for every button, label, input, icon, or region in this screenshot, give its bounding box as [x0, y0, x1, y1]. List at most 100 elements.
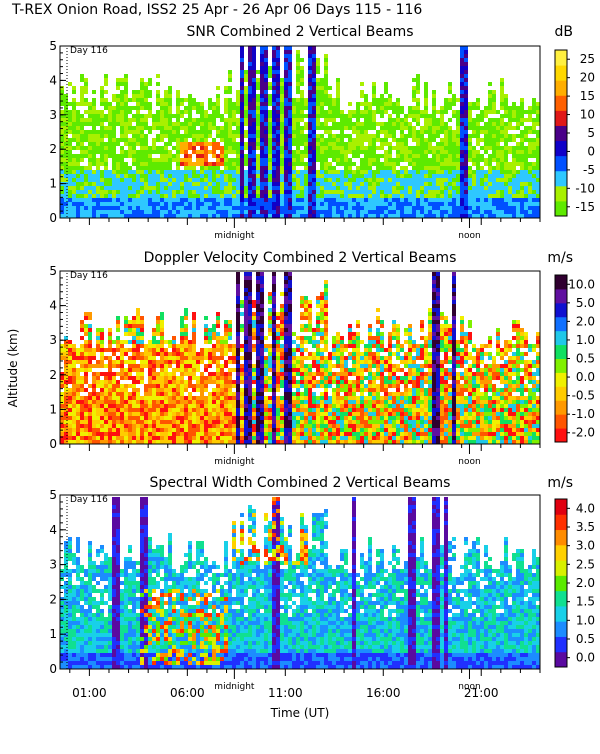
heatmap-cell: [468, 214, 472, 218]
heatmap-cell: [308, 186, 312, 190]
heatmap-cell: [460, 202, 464, 206]
heatmap-cell: [228, 74, 232, 78]
heatmap-cell: [112, 146, 116, 150]
heatmap-cell: [200, 428, 204, 432]
heatmap-cell: [128, 118, 132, 122]
heatmap-cell: [304, 202, 308, 206]
heatmap-cell: [368, 178, 372, 182]
heatmap-cell: [460, 174, 464, 178]
heatmap-cell: [208, 328, 212, 332]
heatmap-cell: [172, 436, 176, 440]
heatmap-cell: [520, 110, 524, 114]
heatmap-cell: [120, 392, 124, 396]
heatmap-cell: [216, 162, 220, 166]
heatmap-cell: [296, 202, 300, 206]
heatmap-cell: [464, 102, 468, 106]
heatmap-cell: [400, 126, 404, 130]
heatmap-cell: [184, 428, 188, 432]
heatmap-cell: [380, 190, 384, 194]
heatmap-cell: [120, 424, 124, 428]
heatmap-cell: [128, 332, 132, 336]
heatmap-cell: [300, 186, 304, 190]
y-tick-label: 4: [49, 73, 57, 87]
heatmap-cell: [200, 206, 204, 210]
heatmap-cell: [220, 206, 224, 210]
heatmap-cell: [324, 90, 328, 94]
heatmap-cell: [240, 408, 244, 412]
heatmap-cell: [176, 408, 180, 412]
heatmap-cell: [456, 174, 460, 178]
heatmap-cell: [92, 428, 96, 432]
heatmap-cell: [252, 78, 256, 82]
heatmap-cell: [324, 166, 328, 170]
heatmap-cell: [212, 114, 216, 118]
heatmap-cell: [396, 178, 400, 182]
heatmap-cell: [272, 162, 276, 166]
heatmap-cell: [108, 428, 112, 432]
heatmap-cell: [216, 106, 220, 110]
heatmap-cell: [136, 372, 140, 376]
heatmap-cell: [432, 94, 436, 98]
heatmap-cell: [508, 202, 512, 206]
heatmap-cell: [80, 416, 84, 420]
heatmap-cell: [192, 432, 196, 436]
heatmap-cell: [168, 440, 172, 444]
heatmap-cell: [488, 198, 492, 202]
heatmap-cell: [180, 400, 184, 404]
heatmap-cell: [372, 170, 376, 174]
heatmap-cell: [92, 206, 96, 210]
heatmap-cell: [96, 214, 100, 218]
heatmap-cell: [240, 376, 244, 380]
heatmap-cell: [296, 118, 300, 122]
heatmap-cell: [92, 150, 96, 154]
heatmap-cell: [368, 134, 372, 138]
heatmap-cell: [296, 58, 300, 62]
heatmap-cell: [368, 198, 372, 202]
heatmap-cell: [112, 206, 116, 210]
heatmap-cell: [444, 134, 448, 138]
heatmap-cell: [452, 170, 456, 174]
heatmap-cell: [100, 356, 104, 360]
heatmap-cell: [252, 50, 256, 54]
heatmap-cell: [144, 392, 148, 396]
heatmap-cell: [312, 114, 316, 118]
heatmap-cell: [260, 142, 264, 146]
heatmap-cell: [332, 126, 336, 130]
heatmap-cell: [244, 182, 248, 186]
heatmap-cell: [196, 154, 200, 158]
heatmap-cell: [240, 70, 244, 74]
heatmap-cell: [452, 158, 456, 162]
heatmap-cell: [164, 202, 168, 206]
heatmap-cell: [412, 202, 416, 206]
heatmap-cell: [132, 420, 136, 424]
heatmap-cell: [160, 424, 164, 428]
heatmap-cell: [400, 130, 404, 134]
heatmap-cell: [116, 316, 120, 320]
heatmap-cell: [168, 210, 172, 214]
heatmap-cell: [264, 74, 268, 78]
heatmap-cell: [156, 360, 160, 364]
heatmap-cell: [76, 102, 80, 106]
heatmap-cell: [424, 86, 428, 90]
heatmap-cell: [168, 178, 172, 182]
heatmap-cell: [80, 368, 84, 372]
heatmap-cell: [128, 436, 132, 440]
heatmap-cell: [512, 178, 516, 182]
heatmap-cell: [220, 432, 224, 436]
heatmap-cell: [192, 372, 196, 376]
heatmap-cell: [324, 178, 328, 182]
heatmap-cell: [452, 182, 456, 186]
heatmap-cell: [228, 210, 232, 214]
heatmap-cell: [244, 194, 248, 198]
heatmap-cell: [104, 182, 108, 186]
heatmap-cell: [264, 130, 268, 134]
heatmap-cell: [204, 412, 208, 416]
heatmap-cell: [80, 166, 84, 170]
heatmap-cell: [232, 424, 236, 428]
heatmap-cell: [168, 142, 172, 146]
heatmap-cell: [300, 182, 304, 186]
heatmap-cell: [96, 182, 100, 186]
heatmap-cell: [68, 126, 72, 130]
heatmap-cell: [264, 102, 268, 106]
heatmap-cell: [116, 142, 120, 146]
